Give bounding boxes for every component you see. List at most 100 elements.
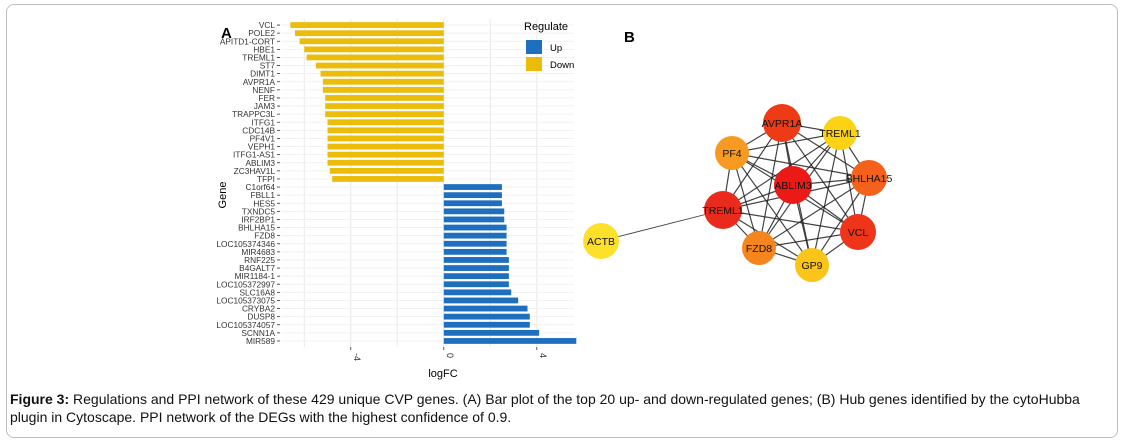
bar-avpr1a (322, 78, 444, 85)
bar-pf4v1 (327, 135, 444, 142)
bar-loc105374346 (443, 240, 507, 247)
y-tick-label: C1orf64 (245, 182, 275, 192)
y-tick-label: TREML1 (242, 52, 275, 62)
figure-panels: A VCLPOLE2APITD1-CORTHBE1TREML1ST7DIMT1A… (216, 19, 893, 380)
y-tick-label: ITFG1 (251, 117, 275, 127)
node-treml1 (823, 116, 857, 150)
bar-rnf225 (443, 257, 509, 263)
legend: Regulate Up Down (524, 21, 574, 71)
node-avpr1a (763, 104, 801, 142)
bar-chart-logfc: A VCLPOLE2APITD1-CORTHBE1TREML1ST7DIMT1A… (216, 19, 577, 380)
y-tick-label: JAM3 (254, 101, 276, 111)
network-edge (811, 132, 841, 266)
node-actb (583, 223, 619, 259)
bar-txndc5 (443, 208, 505, 215)
network-edge (731, 152, 870, 179)
y-tick-label: ZC3HAV1L (234, 166, 276, 176)
network-edge (758, 122, 783, 249)
bar-itfg1-as1 (327, 151, 444, 158)
node-bhlha15 (851, 160, 887, 196)
y-tick-label: LOC105373075 (216, 295, 275, 305)
legend-title: Regulate (524, 21, 568, 33)
node-label: VCL (848, 227, 869, 239)
y-tick-label: FBLL1 (251, 190, 276, 200)
node-treml1 (704, 191, 742, 229)
bar-b4galt7 (443, 265, 509, 271)
network-nodes: AVPR1A TREML1 PF4 BHLHA15 ABLIM3 TREML1 VCL FZD… (583, 104, 893, 282)
y-tick-label: FZD8 (254, 231, 275, 241)
y-tick-label: TRAPPC3L (232, 109, 275, 119)
bar-dimt1 (320, 70, 444, 77)
chart-bars (290, 22, 577, 344)
bar-loc105372997 (443, 281, 509, 288)
y-tick-label: DIMT1 (250, 69, 275, 79)
bar-irf2bp1 (443, 216, 505, 223)
y-tick-label: VEPH1 (248, 142, 276, 152)
bar-loc105374057 (443, 321, 530, 328)
ppi-network: B AVPR1A TREML1 PF4 BHLHA15 ABLIM3 TREML1 VCL F… (583, 29, 893, 282)
y-tick-label: MIR1184-1 (235, 271, 276, 281)
node-label: PF4 (722, 148, 741, 160)
y-axis-label: Gene (217, 182, 229, 209)
network-edge (600, 209, 724, 242)
y-tick-label: CRYBA2 (242, 304, 275, 314)
y-tick-label: HBE1 (253, 44, 275, 54)
caption-text: Regulations and PPI network of these 429… (10, 391, 1080, 425)
node-ablim3 (774, 166, 812, 204)
bar-st7 (315, 62, 444, 69)
legend-down-swatch (526, 57, 542, 71)
legend-up-label: Up (550, 43, 562, 54)
bar-itfg1 (327, 119, 444, 126)
bar-cryba2 (443, 305, 528, 312)
bar-loc105373075 (443, 297, 519, 304)
bar-nenf (322, 86, 444, 93)
node-label: ABLIM3 (774, 180, 812, 192)
y-tick-label: MIR4683 (241, 247, 275, 257)
node-label: GP9 (801, 260, 822, 272)
node-label: FZD8 (746, 243, 772, 255)
node-fzd8 (742, 231, 776, 265)
y-tick-label: CDC14B (242, 125, 275, 135)
bar-c1orf64 (443, 184, 502, 190)
y-tick-label: LOC105374057 (216, 320, 275, 330)
bar-mir1184-1 (443, 273, 509, 280)
bar-ablim3 (327, 159, 444, 166)
x-tick-label: -4 (352, 353, 362, 361)
bar-scnn1a (443, 329, 540, 336)
y-tick-label: TFPI (257, 174, 275, 184)
x-tick-label: 4 (538, 353, 548, 358)
node-gp9 (795, 248, 829, 282)
y-tick-label: PF4V1 (250, 133, 276, 143)
panel-b-label: B (624, 29, 635, 46)
y-tick-label: NENF (252, 85, 275, 95)
x-axis-label: logFC (428, 368, 457, 380)
node-vcl (840, 214, 876, 250)
figure-frame: A VCL POLE2 APITD1-CORT HBE1 TREML1 ST7 DIMT1 A… (6, 4, 1118, 438)
bar-apitd1-cort (299, 38, 444, 45)
y-tick-labels: VCLPOLE2APITD1-CORTHBE1TREML1ST7DIMT1AVP… (216, 20, 280, 346)
y-tick-label: B4GALT7 (239, 263, 275, 273)
node-label: TREML1 (819, 128, 861, 140)
bar-trappc3l (325, 111, 444, 118)
bar-fer (325, 95, 444, 101)
network-edge (731, 152, 813, 266)
y-tick-label: DUSP8 (247, 312, 275, 322)
y-tick-label: VCL (259, 20, 276, 30)
bar-dusp8 (443, 313, 530, 320)
y-tick-label: HES5 (253, 198, 275, 208)
bar-vcl (290, 22, 444, 28)
y-tick-label: ABLIM3 (245, 158, 275, 168)
bar-bhlha15 (443, 224, 507, 231)
node-pf4 (715, 136, 749, 170)
y-tick-label: TXNDC5 (242, 206, 276, 216)
figure-caption: Figure 3: Regulations and PPI network of… (10, 390, 1114, 426)
x-tick-label: 0 (445, 353, 455, 358)
bar-treml1 (306, 54, 444, 61)
bar-hes5 (443, 200, 502, 207)
network-edge (722, 209, 859, 233)
y-tick-label: SCNN1A (241, 328, 275, 338)
bar-mir589 (443, 338, 577, 344)
y-tick-label: SLC16A8 (239, 287, 275, 297)
node-label: TREML1 (702, 205, 744, 217)
y-tick-label: APITD1-CORT (220, 36, 275, 46)
